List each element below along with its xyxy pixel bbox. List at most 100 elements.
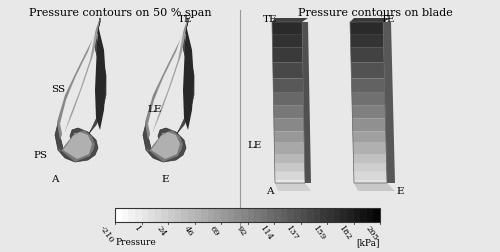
- Polygon shape: [155, 208, 162, 222]
- Polygon shape: [221, 208, 228, 222]
- Polygon shape: [57, 18, 100, 140]
- Polygon shape: [287, 208, 294, 222]
- Text: [kPa]: [kPa]: [356, 238, 380, 247]
- Polygon shape: [228, 208, 234, 222]
- Text: TE: TE: [263, 16, 277, 24]
- Polygon shape: [307, 208, 314, 222]
- Polygon shape: [273, 78, 304, 93]
- Polygon shape: [272, 48, 303, 62]
- Polygon shape: [351, 62, 384, 78]
- Text: 159: 159: [311, 225, 327, 243]
- Polygon shape: [350, 18, 391, 22]
- Polygon shape: [350, 35, 384, 48]
- Polygon shape: [272, 22, 302, 35]
- Text: E: E: [396, 187, 404, 197]
- Text: LE: LE: [148, 106, 162, 114]
- Polygon shape: [353, 143, 386, 154]
- Polygon shape: [275, 183, 311, 191]
- Polygon shape: [383, 22, 395, 183]
- Polygon shape: [150, 18, 188, 132]
- Text: A: A: [52, 175, 59, 184]
- Polygon shape: [148, 208, 155, 222]
- Polygon shape: [135, 208, 141, 222]
- Polygon shape: [274, 132, 304, 143]
- Text: SS: SS: [51, 85, 65, 94]
- Polygon shape: [95, 25, 106, 130]
- Polygon shape: [214, 208, 221, 222]
- Polygon shape: [274, 106, 304, 119]
- Polygon shape: [274, 208, 280, 222]
- Polygon shape: [234, 208, 241, 222]
- Polygon shape: [181, 208, 188, 222]
- Text: A: A: [266, 187, 274, 197]
- Polygon shape: [63, 132, 92, 159]
- Polygon shape: [188, 208, 194, 222]
- Polygon shape: [162, 208, 168, 222]
- Polygon shape: [275, 180, 305, 183]
- Polygon shape: [274, 164, 305, 172]
- Text: 69: 69: [208, 225, 221, 238]
- Polygon shape: [201, 208, 208, 222]
- Polygon shape: [354, 172, 387, 183]
- Polygon shape: [128, 208, 135, 222]
- Polygon shape: [294, 208, 300, 222]
- Text: TE: TE: [178, 16, 192, 24]
- Text: TE: TE: [381, 16, 395, 24]
- Polygon shape: [174, 208, 181, 222]
- Polygon shape: [272, 35, 302, 48]
- Polygon shape: [151, 132, 180, 159]
- Polygon shape: [352, 78, 385, 93]
- Polygon shape: [268, 208, 274, 222]
- Polygon shape: [254, 208, 261, 222]
- Text: PS: PS: [33, 150, 47, 160]
- Polygon shape: [273, 62, 303, 78]
- Polygon shape: [58, 130, 95, 162]
- Polygon shape: [183, 25, 194, 130]
- Polygon shape: [352, 119, 386, 132]
- Polygon shape: [60, 28, 96, 138]
- Polygon shape: [274, 154, 304, 164]
- Polygon shape: [300, 208, 307, 222]
- Text: -210: -210: [98, 225, 115, 245]
- Polygon shape: [261, 208, 268, 222]
- Polygon shape: [352, 132, 386, 143]
- Polygon shape: [168, 208, 174, 222]
- Text: 182: 182: [338, 225, 353, 243]
- Polygon shape: [374, 208, 380, 222]
- Polygon shape: [142, 208, 148, 222]
- Polygon shape: [350, 48, 384, 62]
- Polygon shape: [352, 106, 386, 119]
- Polygon shape: [194, 208, 201, 222]
- Polygon shape: [340, 208, 347, 222]
- Polygon shape: [350, 22, 384, 35]
- Text: LE: LE: [248, 141, 262, 149]
- Polygon shape: [62, 18, 100, 132]
- Polygon shape: [241, 208, 248, 222]
- Text: 137: 137: [284, 225, 300, 243]
- Text: Pressure contours on 50 % span: Pressure contours on 50 % span: [28, 8, 212, 18]
- Polygon shape: [320, 208, 327, 222]
- Polygon shape: [122, 208, 128, 222]
- Text: 92: 92: [235, 225, 248, 238]
- Polygon shape: [55, 18, 106, 162]
- Polygon shape: [148, 28, 184, 138]
- Polygon shape: [146, 130, 183, 162]
- Polygon shape: [347, 208, 354, 222]
- Polygon shape: [354, 164, 386, 172]
- Polygon shape: [354, 154, 386, 164]
- Polygon shape: [354, 208, 360, 222]
- Polygon shape: [327, 208, 334, 222]
- Polygon shape: [272, 18, 308, 22]
- Polygon shape: [314, 208, 320, 222]
- Polygon shape: [352, 93, 385, 106]
- Text: Pressure contours on blade: Pressure contours on blade: [298, 8, 452, 18]
- Polygon shape: [208, 208, 214, 222]
- Polygon shape: [145, 18, 188, 140]
- Polygon shape: [302, 22, 311, 183]
- Polygon shape: [354, 183, 395, 191]
- Polygon shape: [334, 208, 340, 222]
- Polygon shape: [143, 18, 194, 162]
- Polygon shape: [367, 208, 374, 222]
- Polygon shape: [274, 143, 304, 154]
- Text: 114: 114: [258, 225, 274, 243]
